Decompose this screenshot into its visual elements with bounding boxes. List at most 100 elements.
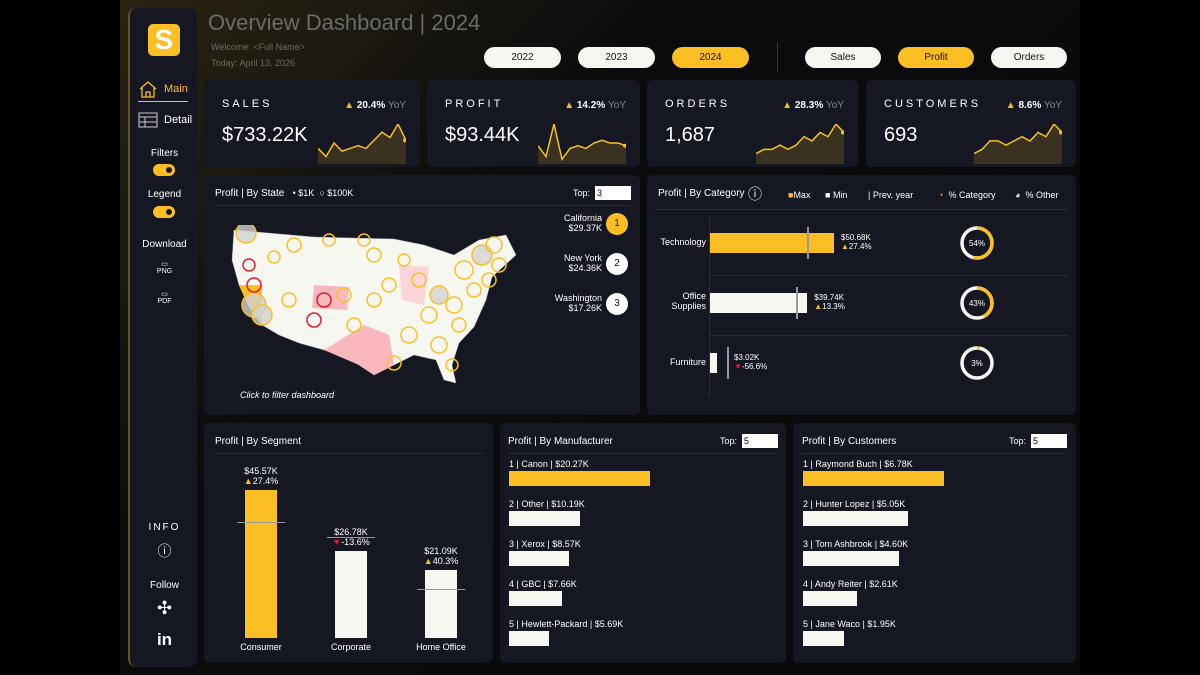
nav-main[interactable]: Main	[138, 80, 188, 102]
file-icon: ▭	[161, 261, 168, 268]
top-n-input[interactable]: 5	[1031, 434, 1067, 448]
follow-label: Follow	[150, 580, 179, 591]
category-bar	[710, 293, 808, 313]
segment-name: Home Office	[416, 642, 466, 652]
legend-toggle[interactable]	[153, 206, 175, 218]
kpi-label: ORDERS	[665, 98, 731, 110]
year-2022-button[interactable]: 2022	[484, 47, 561, 68]
state-marker	[451, 317, 467, 333]
segment-value: $26.78K ▼-13.6%	[332, 527, 370, 548]
sparkline-line	[318, 124, 406, 158]
legend-large: $100K	[327, 188, 354, 198]
legend-min: ■ Min	[825, 190, 848, 200]
ranked-bar	[509, 511, 580, 526]
filters-toggle[interactable]	[153, 164, 175, 176]
state-value: $24.36K	[568, 263, 602, 273]
state-name: California	[563, 213, 602, 223]
svg-text:43%: 43%	[969, 299, 985, 308]
state-value: $17.26K	[568, 303, 602, 313]
category-donut: 43%	[960, 286, 994, 320]
tableau-icon[interactable]: ✣	[156, 598, 173, 618]
ranked-label: 3 | Xerox | $8.57K	[509, 539, 581, 549]
state-marker	[471, 244, 493, 266]
welcome-text: Welcome: <Full Name>	[211, 42, 305, 52]
state-marker	[366, 247, 382, 263]
state-marker	[485, 236, 503, 254]
state-marker	[316, 292, 332, 308]
category-name: Office Supplies	[671, 291, 706, 311]
svg-text:3%: 3%	[971, 359, 983, 368]
ranked-label: 4 | GBC | $7.66K	[509, 579, 577, 589]
kpi-card-customers[interactable]: CUSTOMERS ▲ 8.6% YoY 693	[866, 80, 1076, 167]
kpi-value: 693	[884, 124, 918, 146]
prev-year-marker	[807, 227, 810, 259]
ranked-label: 3 | Tom Ashbrook | $4.60K	[803, 539, 909, 549]
png-label: PNG	[156, 268, 173, 275]
kpi-label: SALES	[222, 98, 273, 110]
divider	[777, 42, 778, 72]
sparkline-end-point	[623, 143, 626, 148]
info-label: INFO	[148, 522, 181, 533]
nav-detail[interactable]: Detail	[138, 112, 192, 128]
state-marker	[411, 272, 427, 288]
sparkline-end-point	[403, 138, 406, 143]
filters-label: Filters	[150, 148, 179, 159]
segment-bar	[245, 490, 277, 638]
measure-profit-button[interactable]: Profit	[898, 47, 974, 68]
kpi-card-sales[interactable]: SALES ▲ 20.4% YoY $733.22K	[204, 80, 420, 167]
table-icon	[138, 112, 158, 128]
rank-badge: 2	[606, 253, 628, 275]
state-marker	[454, 260, 474, 280]
home-icon	[139, 81, 157, 98]
kpi-card-orders[interactable]: ORDERS ▲ 28.3% YoY 1,687	[647, 80, 858, 167]
kpi-sparkline	[318, 124, 406, 164]
map-panel: Profit | By State • $1K ○ $100K Top: 3 C…	[204, 175, 640, 415]
info-icon[interactable]: ⓘ	[748, 186, 762, 202]
segment-bar	[335, 551, 367, 638]
top-n-input[interactable]: 3	[595, 186, 631, 200]
top-label: Top:	[1009, 436, 1027, 446]
kpi-card-profit[interactable]: PROFIT ▲ 14.2% YoY $93.44K	[427, 80, 640, 167]
year-2024-button[interactable]: 2024	[672, 47, 749, 68]
ranked-label: 1 | Raymond Buch | $6.78K	[803, 459, 913, 469]
rank-badge: 1	[606, 213, 628, 235]
top-n-input[interactable]: 5	[742, 434, 778, 448]
measure-sales-button[interactable]: Sales	[805, 47, 881, 68]
kpi-label: PROFIT	[445, 98, 504, 110]
legend-pct-other: ◕ % Other	[1015, 190, 1059, 200]
linkedin-icon[interactable]: in	[156, 630, 173, 649]
state-marker	[386, 355, 402, 371]
sparkline-line	[974, 124, 1062, 155]
info-icon[interactable]: ⓘ	[157, 543, 172, 559]
state-marker	[429, 285, 449, 305]
sparkline-end-point	[1059, 130, 1062, 135]
measure-orders-button[interactable]: Orders	[991, 47, 1067, 68]
ranked-label: 4 | Andy Reiter | $2.61K	[803, 579, 898, 589]
ranked-bar	[509, 471, 650, 486]
download-png-button[interactable]: ▭ PNG	[130, 260, 199, 275]
segment-value: $21.09K ▲40.3%	[423, 545, 459, 566]
ranked-bar	[509, 591, 563, 606]
state-marker	[420, 306, 438, 324]
state-marker	[445, 296, 463, 314]
category-name: Technology	[660, 237, 706, 247]
kpi-value: $93.44K	[445, 124, 520, 146]
ranked-label: 2 | Other | $10.19K	[509, 499, 585, 509]
us-map[interactable]	[224, 225, 524, 385]
customers-title: Profit | By Customers	[802, 436, 897, 447]
download-pdf-button[interactable]: ▭ PDF	[130, 290, 199, 305]
segment-bar	[425, 569, 457, 638]
manufacturer-panel: Profit | By Manufacturer Top: 5 1 | Cano…	[500, 423, 786, 663]
kpi-value: $733.22K	[222, 124, 308, 146]
svg-text:54%: 54%	[969, 239, 985, 248]
legend-pct-category: ◔ % Category	[938, 190, 996, 200]
year-2023-button[interactable]: 2023	[578, 47, 655, 68]
legend-max: ■Max	[788, 190, 811, 200]
legend-prev: | Prev. year	[868, 190, 914, 200]
pdf-label: PDF	[157, 298, 172, 305]
state-marker	[235, 225, 257, 244]
ranked-label: 5 | Hewlett-Packard | $5.69K	[509, 619, 624, 629]
ranked-bar	[803, 631, 844, 646]
download-label: Download	[142, 239, 187, 250]
kpi-sparkline	[538, 124, 626, 164]
